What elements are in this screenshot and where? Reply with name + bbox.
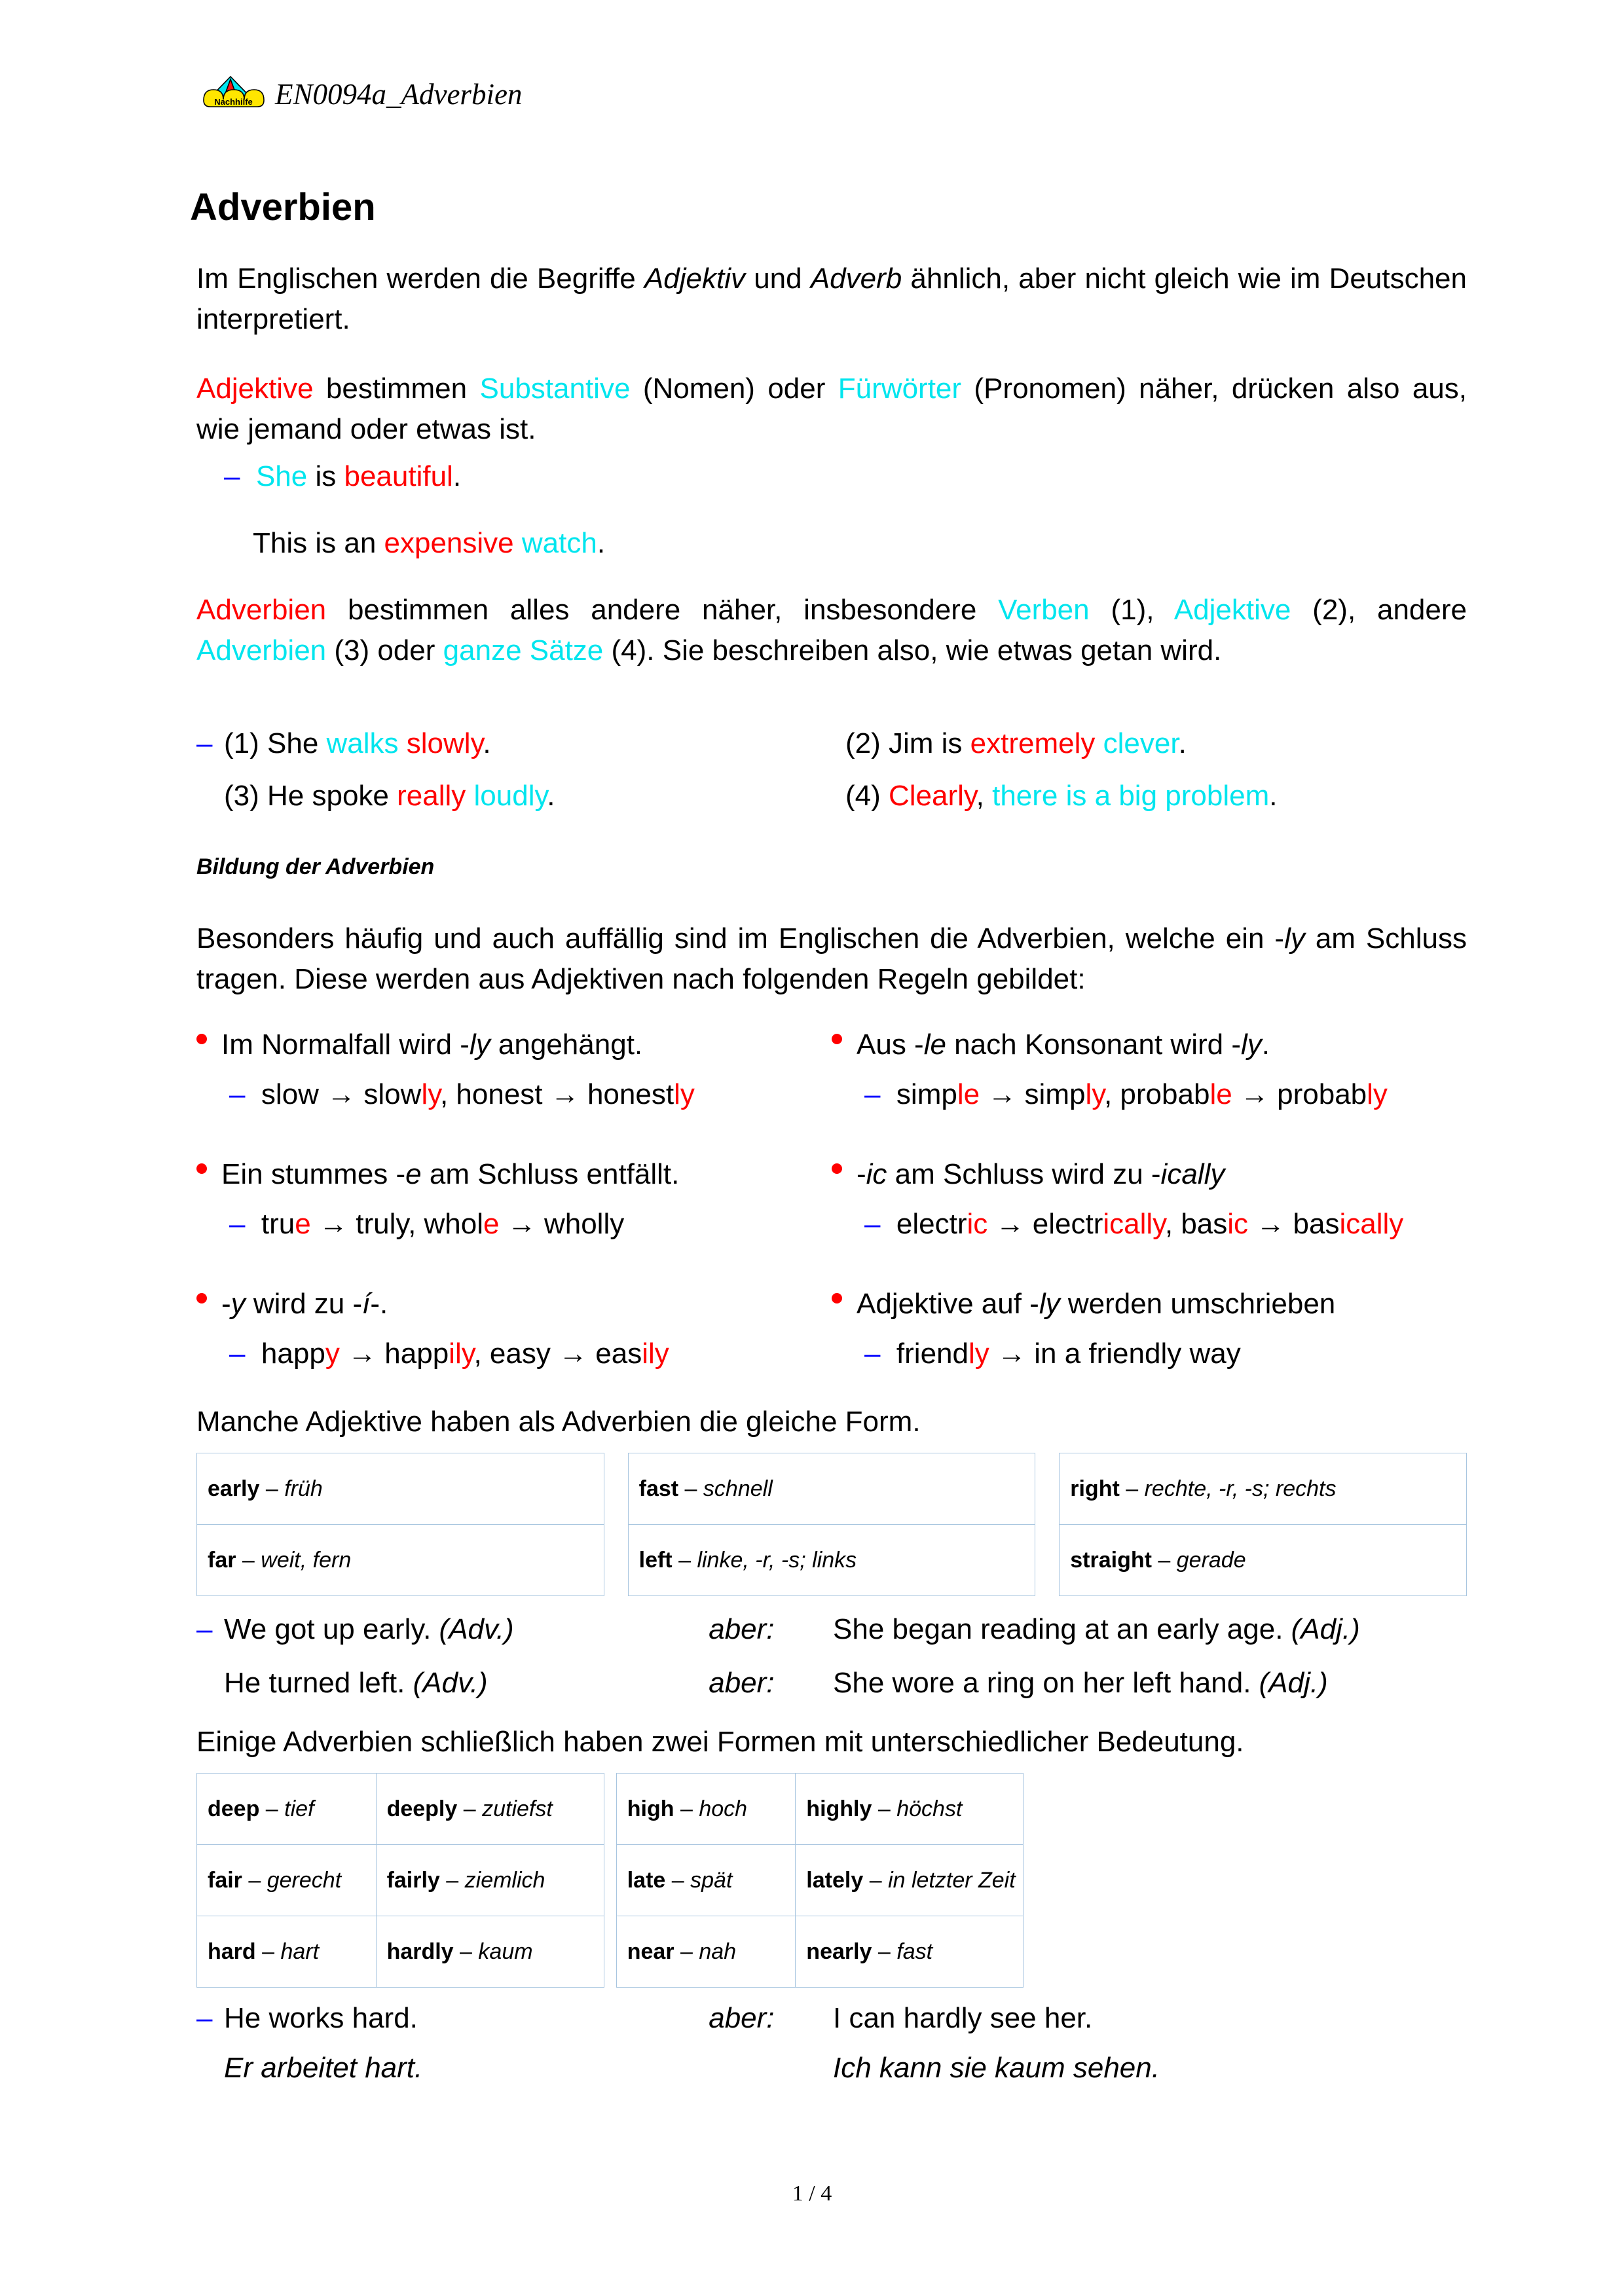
svg-text:Nachhilfe: Nachhilfe [214,97,253,107]
